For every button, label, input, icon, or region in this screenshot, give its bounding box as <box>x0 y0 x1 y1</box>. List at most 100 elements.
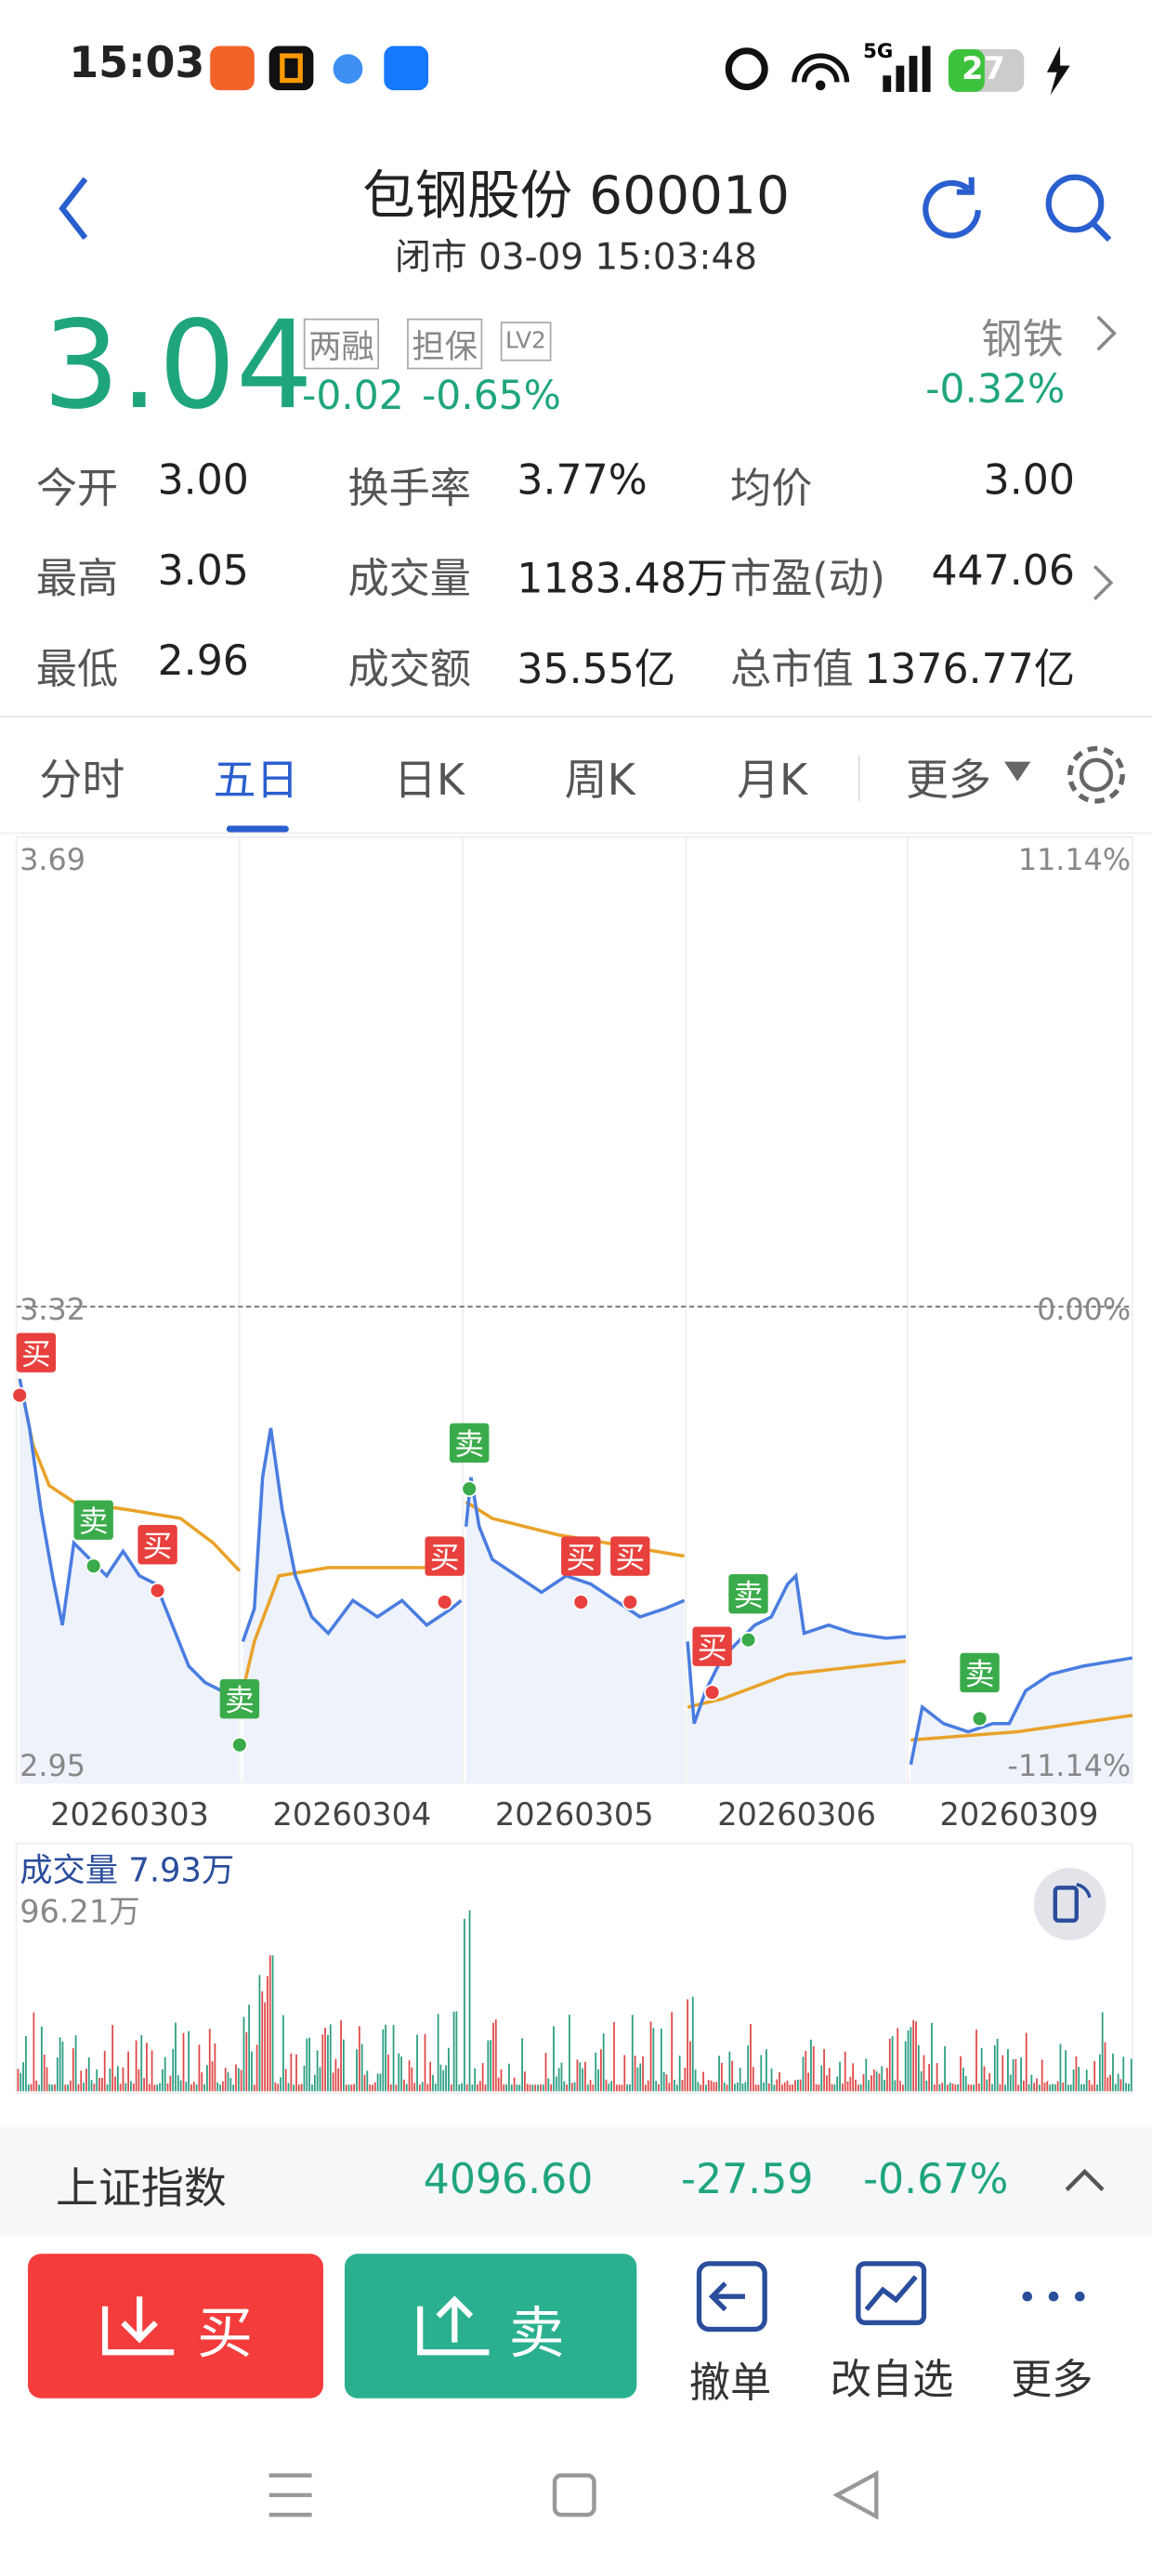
stat-value: 447.06 <box>931 546 1075 595</box>
marker-label: 买 <box>430 1541 460 1575</box>
status-time: 15:03 <box>69 39 205 89</box>
header-buttons[interactable] <box>916 171 1130 250</box>
battery: 27 <box>962 50 1005 87</box>
tab[interactable]: 日K <box>393 756 465 807</box>
chevron[interactable] <box>1086 561 1119 604</box>
marker-badge <box>610 1536 650 1576</box>
marker-dot <box>149 1582 166 1599</box>
back[interactable] <box>49 172 98 245</box>
stat-value: 35.55亿 <box>517 645 676 693</box>
stat-value: 3.77% <box>517 456 648 505</box>
marker-dot <box>85 1557 102 1574</box>
marker-badge <box>728 1573 768 1614</box>
marker-dot <box>461 1480 478 1497</box>
tab-icons[interactable] <box>1001 739 1132 812</box>
marker-badge <box>449 1423 490 1463</box>
marker-dot <box>572 1594 590 1610</box>
action-label[interactable]: 改自选 <box>830 2355 954 2404</box>
stat-key: 均价 <box>730 464 813 513</box>
sell-icon <box>417 2295 490 2356</box>
volume-label: 成交量 7.93万 <box>20 1851 234 1889</box>
tab[interactable]: 月K <box>737 756 808 807</box>
price-label: 3.32 <box>20 1293 85 1327</box>
stat-value: 3.00 <box>157 456 249 505</box>
marker-dot <box>703 1684 721 1701</box>
divider <box>857 755 860 802</box>
expand[interactable] <box>1060 2161 1109 2200</box>
index-change: -27.59 <box>681 2155 814 2203</box>
sector[interactable]: 钢铁 <box>981 315 1064 363</box>
marker-badge <box>425 1536 465 1576</box>
price-label: 2.95 <box>20 1749 85 1783</box>
network: 5G <box>863 39 894 63</box>
tag: 两融 <box>303 318 380 370</box>
action-label[interactable]: 更多 <box>1011 2355 1093 2404</box>
stat-value: 2.96 <box>157 637 249 685</box>
pct-label: 11.14% <box>1018 843 1131 877</box>
subtitle: 闭市 03-09 15:03:48 <box>395 238 757 280</box>
marker-badge <box>137 1524 177 1565</box>
app-icons <box>210 46 429 91</box>
tab-indicator <box>226 825 289 833</box>
date-label: 20260306 <box>717 1796 876 1833</box>
marker-label: 卖 <box>225 1684 255 1718</box>
tab-active[interactable]: 五日 <box>213 756 299 807</box>
marker-badge <box>73 1500 113 1540</box>
sell-button[interactable] <box>344 2254 637 2399</box>
marker-badge <box>561 1536 601 1576</box>
pct-label: 0.00% <box>1037 1293 1131 1327</box>
five-day-chart: 3.69 3.32 2.95 11.14% 0.00% -11.14% 2026… <box>11 835 1133 2095</box>
marker-label: 买 <box>698 1631 727 1665</box>
buy-icon <box>101 2296 175 2356</box>
date-label: 20260303 <box>50 1796 209 1833</box>
index-change-pct: -0.67% <box>863 2155 1009 2203</box>
marker-badge <box>960 1652 1000 1693</box>
stat-value: 3.05 <box>157 546 249 595</box>
marker-badge <box>219 1679 260 1719</box>
volume-max: 96.21万 <box>20 1893 140 1929</box>
stat-key: 换手率 <box>347 464 471 513</box>
sector-change: -0.32% <box>925 365 1066 413</box>
stat-key: 今开 <box>35 464 119 513</box>
action-label[interactable]: 撤单 <box>688 2359 772 2407</box>
marker-dot <box>622 1594 639 1610</box>
price-label: 3.69 <box>20 843 85 877</box>
marker-label: 买 <box>566 1541 596 1575</box>
title: 包钢股份 600010 <box>362 164 790 227</box>
change: -0.02 <box>302 372 404 419</box>
stat-value: 1183.48万 <box>517 555 728 603</box>
divider <box>0 716 1152 717</box>
marker-label: 卖 <box>734 1579 764 1613</box>
index-value: 4096.60 <box>423 2155 594 2203</box>
stat-key: 最低 <box>35 645 119 693</box>
tab[interactable]: 周K <box>564 756 635 807</box>
price: 3.04 <box>42 295 313 437</box>
divider <box>0 832 1152 835</box>
status-icons <box>725 46 1070 96</box>
date-label: 20260304 <box>273 1796 432 1833</box>
tag: 担保 <box>407 318 483 370</box>
date-label: 20260305 <box>495 1796 654 1833</box>
marker-dot <box>11 1387 29 1404</box>
marker-badge <box>692 1626 732 1666</box>
marker-label: 卖 <box>79 1505 109 1539</box>
index-name: 上证指数 <box>56 2164 227 2215</box>
buy-label: 买 <box>196 2301 254 2368</box>
buy-button[interactable] <box>28 2254 323 2399</box>
tab[interactable]: 更多 <box>906 756 991 807</box>
nav-bar[interactable] <box>246 2454 903 2536</box>
stat-key: 成交量 <box>347 555 471 603</box>
tab[interactable]: 分时 <box>39 756 125 807</box>
marker-label: 买 <box>615 1541 645 1575</box>
marker-dot <box>436 1594 453 1610</box>
date-label: 20260309 <box>940 1796 1099 1833</box>
marker-label: 买 <box>143 1530 173 1564</box>
marker-badge <box>16 1333 57 1373</box>
index-bar[interactable] <box>0 2127 1152 2236</box>
tag: LV2 <box>500 322 552 361</box>
marker-label: 买 <box>21 1337 51 1372</box>
sell-label: 卖 <box>508 2301 565 2368</box>
pct-label: -11.14% <box>1007 1749 1131 1783</box>
marker-dot <box>740 1631 757 1649</box>
